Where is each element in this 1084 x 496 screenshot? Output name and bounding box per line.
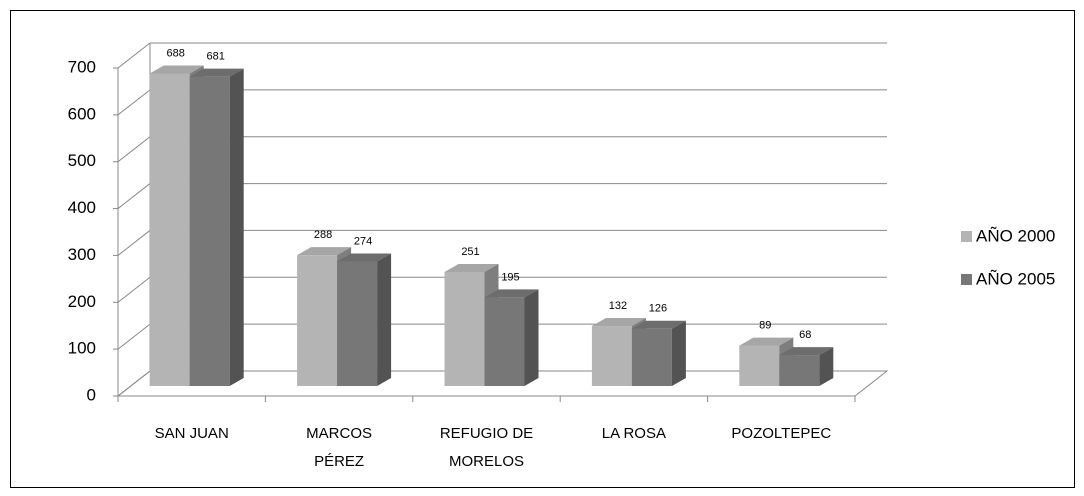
y-tick-label: 600	[68, 104, 96, 123]
bar	[149, 73, 190, 387]
data-label: 274	[354, 235, 372, 247]
y-tick-label: 500	[68, 151, 96, 170]
legend-label: AÑO 2005	[976, 269, 1055, 288]
bar-side	[377, 253, 392, 386]
legend-swatch	[961, 274, 972, 285]
bar	[444, 271, 485, 386]
grid-line	[117, 370, 151, 397]
bar-top	[297, 247, 352, 256]
data-label: 688	[167, 47, 185, 59]
data-label: 68	[799, 329, 811, 341]
y-tick-label: 0	[87, 385, 96, 404]
data-label: 126	[649, 303, 667, 315]
bar	[739, 345, 780, 386]
bar	[779, 355, 820, 386]
x-tick-label: SAN JUAN	[154, 425, 229, 442]
data-label: 89	[759, 319, 771, 331]
bar-top	[779, 347, 834, 356]
bar-top	[484, 289, 539, 298]
bar-top	[444, 263, 499, 272]
data-label: 195	[501, 271, 519, 283]
bar	[484, 297, 525, 386]
data-label: 681	[207, 51, 225, 63]
x-tick-label: POZOLTEPEC	[731, 425, 832, 442]
bar-top	[591, 318, 646, 327]
data-label: 132	[609, 300, 627, 312]
x-tick-label: MARCOS PÉREZ	[306, 425, 373, 470]
bar-side	[229, 68, 244, 386]
legend-swatch	[961, 231, 972, 242]
data-label: 288	[314, 229, 332, 241]
bar	[189, 76, 230, 386]
bar-top	[189, 68, 244, 77]
bar	[337, 261, 378, 386]
x-tick-label: LA ROSA	[601, 425, 666, 442]
bar-top	[739, 337, 794, 346]
bar-top	[149, 65, 204, 74]
grid-line	[117, 183, 151, 209]
bar-side	[819, 347, 834, 386]
data-label: 251	[461, 246, 479, 258]
bar	[631, 328, 672, 386]
x-tick-label: REFUGIO DE MORELOS	[439, 425, 534, 470]
bar	[591, 326, 632, 386]
bar-side	[671, 320, 686, 386]
y-tick-label: 700	[68, 57, 96, 76]
y-tick-label: 200	[68, 292, 96, 311]
grid-line	[117, 89, 151, 116]
grid-line	[117, 42, 151, 69]
y-tick-label: 300	[68, 245, 96, 264]
grid-line	[117, 136, 151, 163]
bar-top	[337, 253, 392, 262]
bar-top	[631, 320, 686, 329]
y-tick-label: 400	[68, 198, 96, 217]
grid-line	[117, 230, 151, 256]
bar	[297, 255, 338, 386]
grid-line	[117, 323, 151, 350]
grid-line	[117, 276, 151, 303]
bar-side	[524, 289, 539, 386]
legend-label: AÑO 2000	[976, 226, 1055, 245]
y-tick-label: 100	[68, 339, 96, 358]
